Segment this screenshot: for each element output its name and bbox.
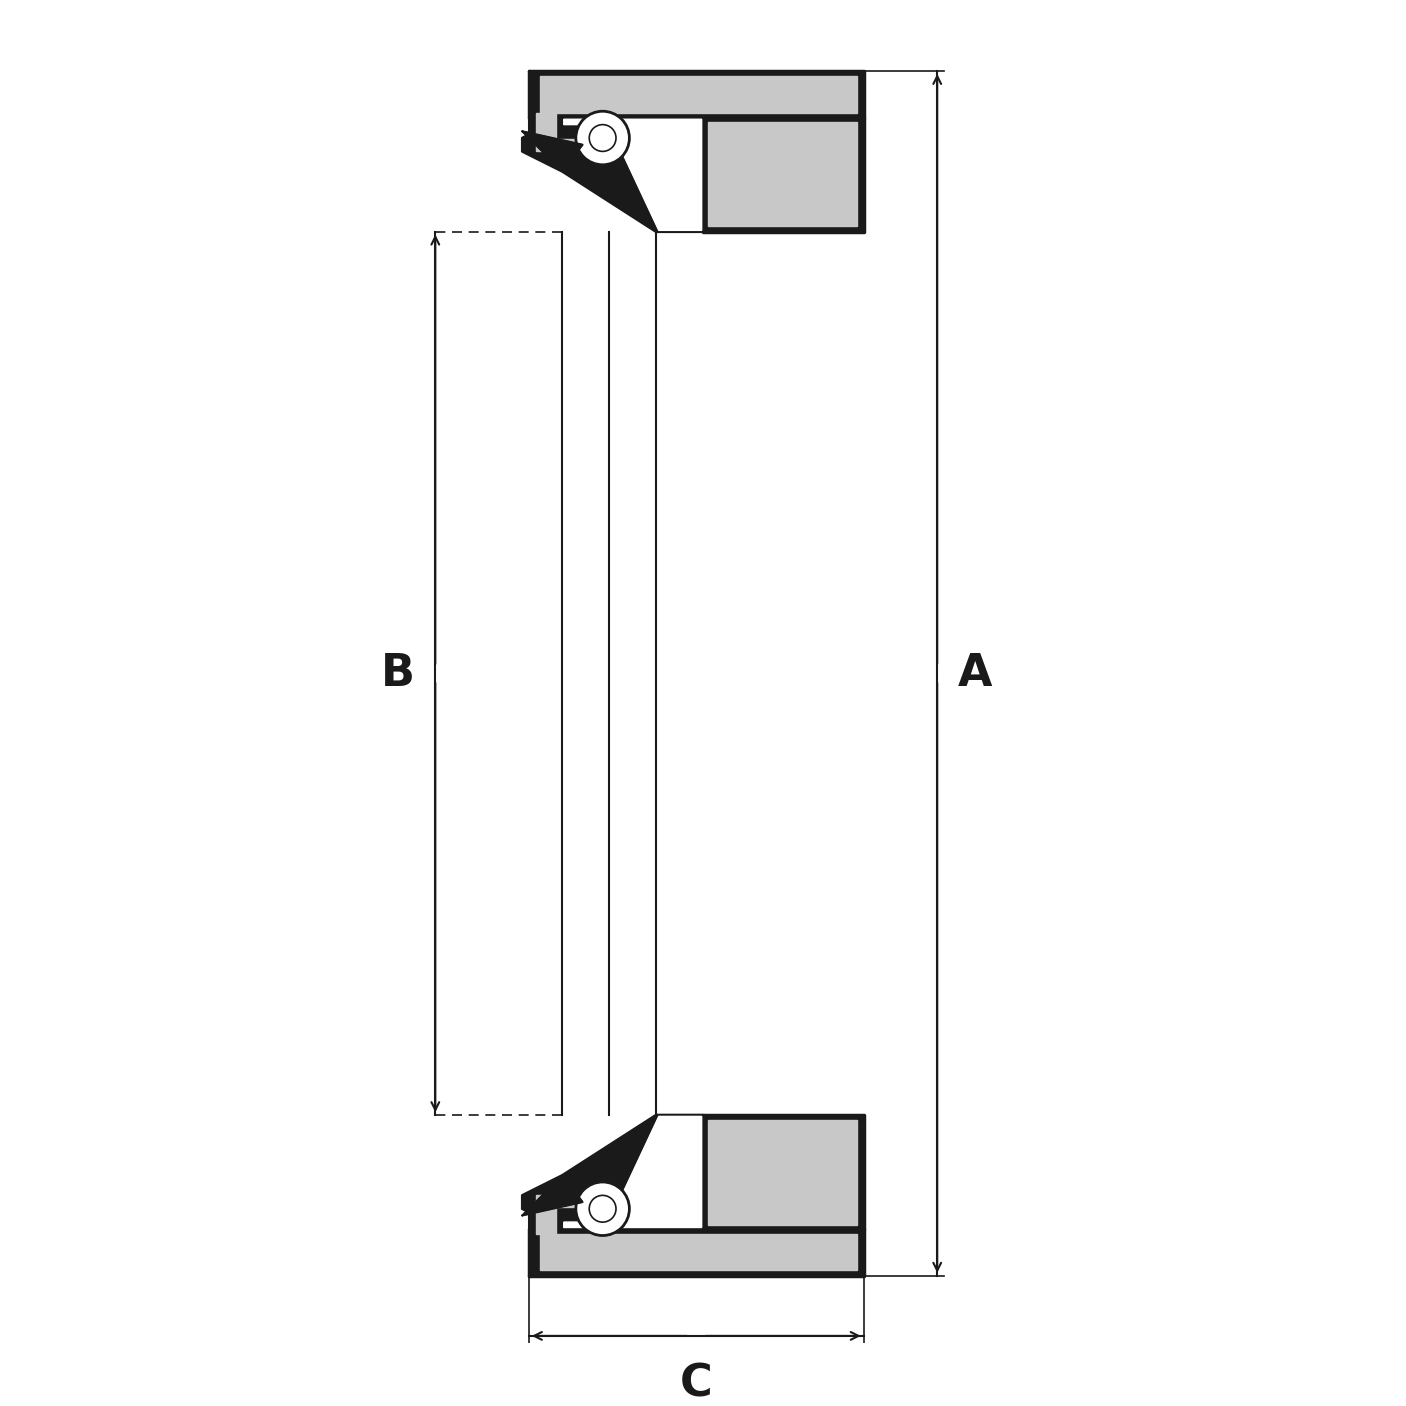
Polygon shape [529,118,582,145]
Polygon shape [522,1115,703,1229]
Polygon shape [540,1234,856,1270]
Text: B: B [381,652,415,695]
Text: C: C [681,1362,713,1406]
Circle shape [576,1182,630,1236]
Polygon shape [529,1202,582,1229]
Polygon shape [703,118,863,232]
Polygon shape [709,1121,856,1225]
Polygon shape [536,112,576,152]
Text: A: A [957,652,991,695]
Polygon shape [564,120,702,231]
Polygon shape [536,1195,576,1234]
Polygon shape [529,72,863,118]
Polygon shape [703,1115,863,1229]
Polygon shape [540,76,856,112]
Circle shape [576,111,630,165]
Polygon shape [529,1229,863,1275]
Polygon shape [522,1175,582,1215]
Polygon shape [709,122,856,226]
Polygon shape [564,1116,702,1227]
Polygon shape [522,131,582,172]
Polygon shape [522,118,703,232]
